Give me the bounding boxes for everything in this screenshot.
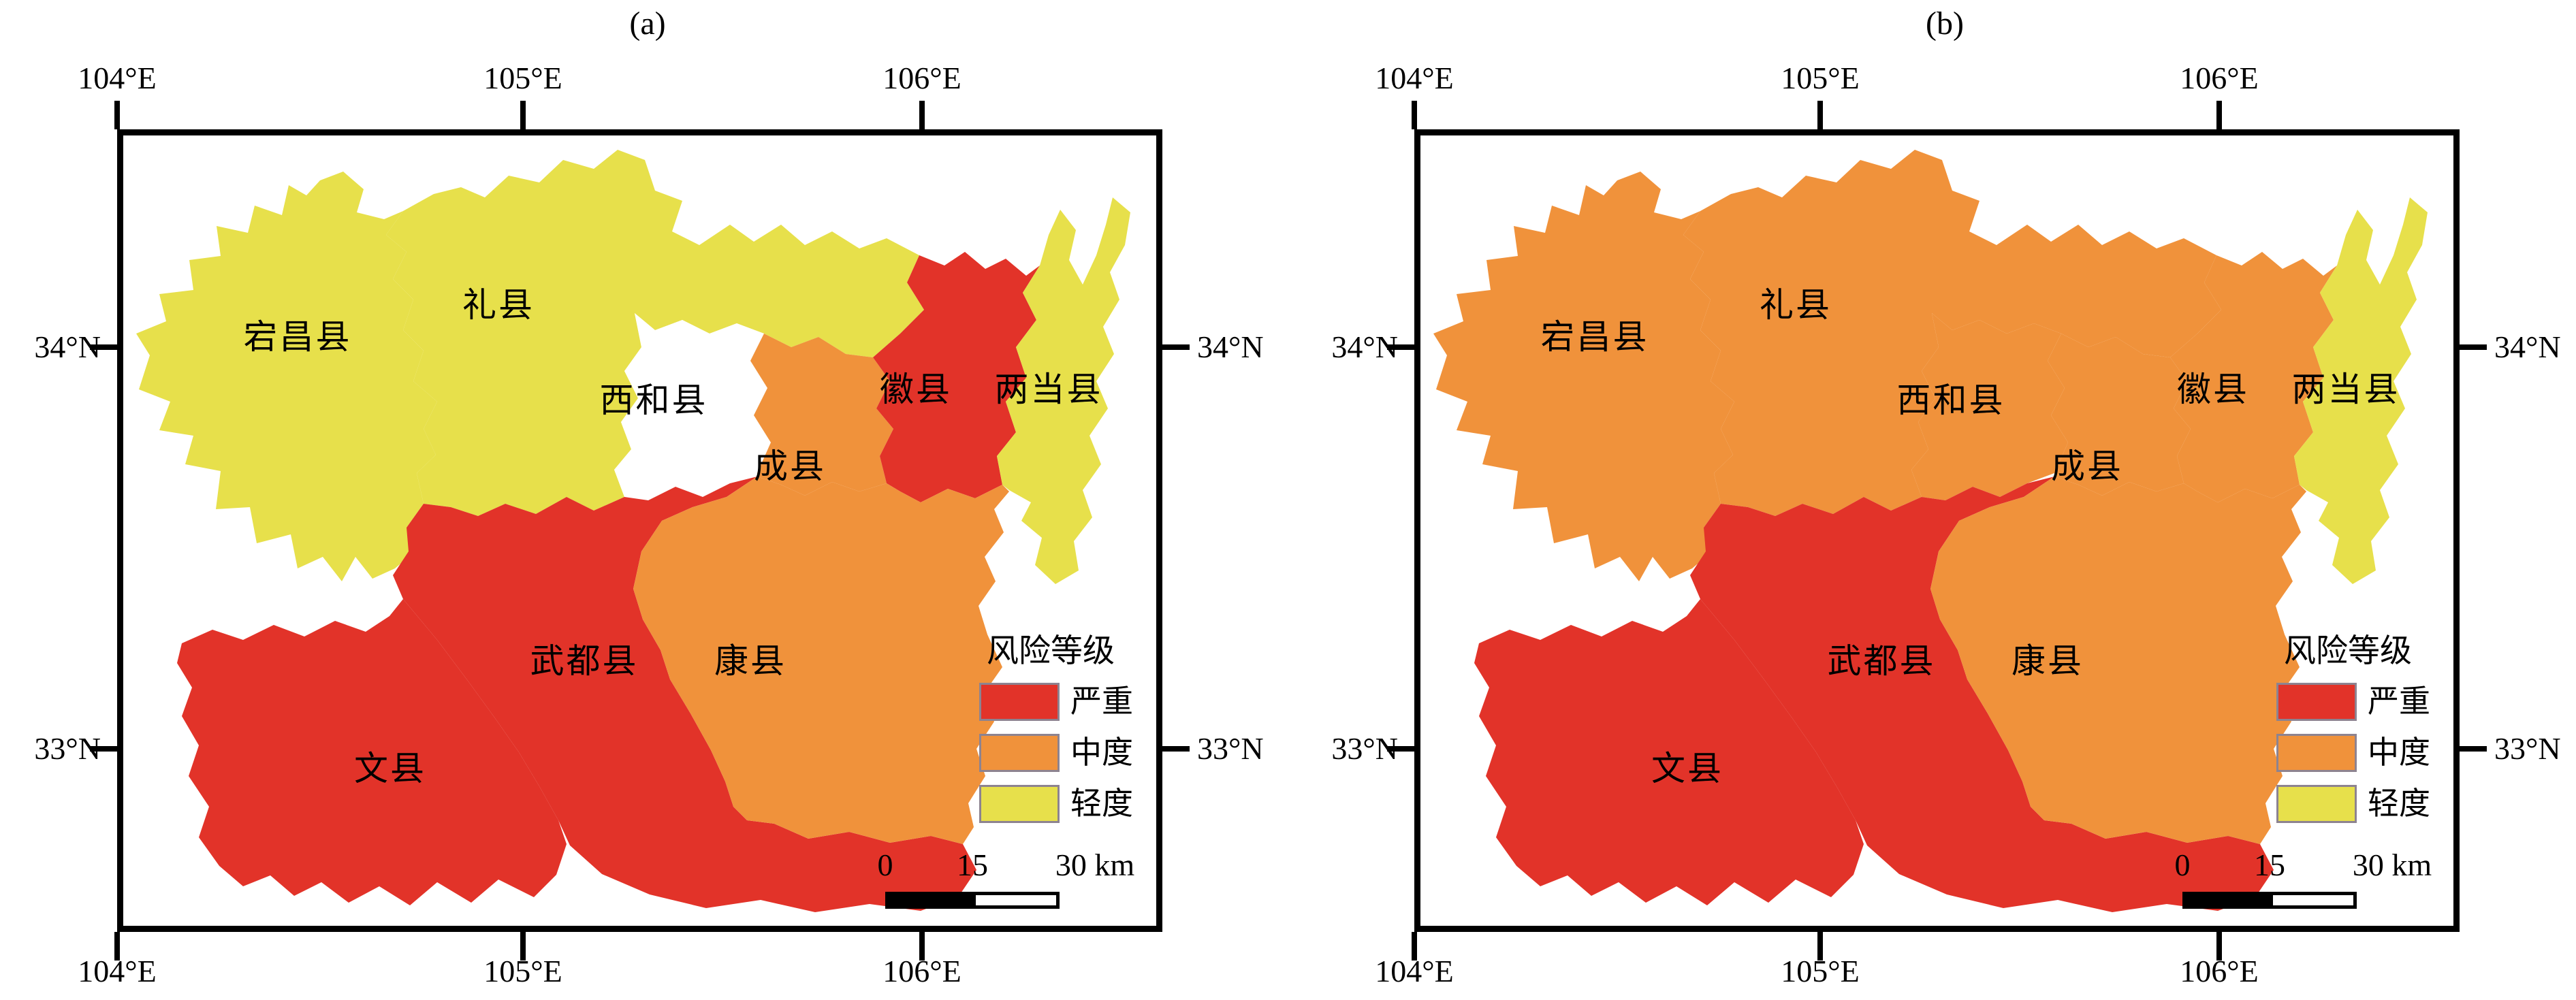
tick-top-105e [520, 101, 526, 129]
county-label-huixian: 徽县 [880, 370, 952, 408]
legend-label-light: 轻度 [2368, 786, 2430, 821]
tick-right-34n [2460, 344, 2487, 350]
choropleth-map: 宕昌县 礼县 西和县 徽县 两当县 成县 武都县 康县 文县 [1414, 129, 2460, 932]
axis-label-lat-right-34n: 34°N [2494, 329, 2561, 364]
legend-label-severe: 严重 [2368, 684, 2430, 719]
tick-bottom-106e [2216, 932, 2222, 961]
legend-swatch-light [979, 785, 1060, 823]
tick-left-34n [1387, 344, 1414, 350]
scalebar-segment-white [972, 892, 1060, 909]
panel-a-title: (a) [629, 5, 666, 42]
axis-label-lat-left-34n: 34°N [1331, 329, 1398, 364]
tick-bottom-104e [114, 932, 120, 961]
county-label-wudu: 武都县 [1828, 642, 1936, 680]
county-label-tanchang: 宕昌县 [1541, 318, 1649, 356]
axis-label-lon-top-106e: 106°E [882, 61, 961, 95]
panel-a: (a) 104°E 105°E 106°E 34°N 33°N 34°N 33°… [0, 0, 1279, 1000]
tick-top-106e [919, 101, 925, 129]
legend-swatch-severe [979, 683, 1060, 721]
map-frame [1414, 129, 2460, 932]
county-label-lixian: 礼县 [1760, 286, 1832, 324]
axis-label-lat-right-33n: 33°N [1197, 731, 1264, 766]
legend-swatch-moderate [2276, 734, 2357, 772]
axis-label-lat-left-33n: 33°N [1331, 731, 1398, 766]
tick-right-33n [2460, 746, 2487, 752]
panel-b-title: (b) [1926, 5, 1964, 42]
legend-label-moderate: 中度 [2368, 735, 2430, 770]
axis-label-lon-top-105e: 105°E [483, 61, 562, 95]
axis-label-lon-top-105e: 105°E [1781, 61, 1860, 95]
scalebar-label-15: 15 [957, 848, 988, 882]
tick-top-104e [114, 101, 120, 129]
scalebar-label-30km: 30 km [1055, 848, 1135, 882]
scalebar-label-0: 0 [877, 848, 893, 882]
county-label-wenxian: 文县 [354, 749, 426, 788]
county-label-wudu: 武都县 [530, 642, 639, 680]
tick-top-106e [2216, 101, 2222, 129]
county-label-xihe: 西和县 [1897, 381, 2005, 419]
tick-top-105e [1817, 101, 1823, 129]
legend-label-light: 轻度 [1070, 786, 1133, 821]
scalebar-segment-black [2182, 892, 2270, 909]
scalebar-label-15: 15 [2254, 848, 2285, 882]
tick-left-34n [90, 344, 117, 350]
legend-swatch-severe [2276, 683, 2357, 721]
map-frame [117, 129, 1162, 932]
axis-label-lon-top-104e: 104°E [1375, 61, 1454, 95]
legend-title: 风险等级 [987, 634, 1115, 669]
legend-label-severe: 严重 [1070, 684, 1133, 719]
axis-label-lat-left-33n: 33°N [34, 731, 101, 766]
scalebar-label-0: 0 [2174, 848, 2191, 882]
county-label-wenxian: 文县 [1651, 749, 1723, 788]
tick-top-104e [1412, 101, 1417, 129]
scalebar-segment-black [885, 892, 972, 909]
county-label-kangxian: 康县 [714, 642, 786, 680]
tick-bottom-105e [520, 932, 526, 961]
tick-bottom-104e [1412, 932, 1417, 961]
panel-b: (b) 104°E 105°E 106°E 34°N 33°N 34°N 33°… [1297, 0, 2576, 1000]
county-label-liangdang: 两当县 [2292, 370, 2400, 408]
tick-left-33n [1387, 746, 1414, 752]
axis-label-lon-top-106e: 106°E [2180, 61, 2259, 95]
choropleth-map: 宕昌县 礼县 西和县 徽县 两当县 成县 武都县 康县 文县 [117, 129, 1162, 932]
tick-bottom-106e [919, 932, 925, 961]
county-label-tanchang: 宕昌县 [244, 318, 352, 356]
county-label-liangdang: 两当县 [995, 370, 1103, 408]
scalebar-label-30km: 30 km [2352, 848, 2432, 882]
county-label-lixian: 礼县 [462, 286, 535, 324]
axis-label-lon-top-104e: 104°E [78, 61, 157, 95]
county-label-kangxian: 康县 [2011, 642, 2084, 680]
legend-title: 风险等级 [2284, 634, 2412, 669]
tick-right-34n [1162, 344, 1190, 350]
tick-right-33n [1162, 746, 1190, 752]
axis-label-lat-right-33n: 33°N [2494, 731, 2561, 766]
county-label-chengxian: 成县 [754, 447, 826, 485]
legend-swatch-light [2276, 785, 2357, 823]
axis-label-lat-left-34n: 34°N [34, 329, 101, 364]
tick-bottom-105e [1817, 932, 1823, 961]
county-label-huixian: 徽县 [2177, 370, 2249, 408]
county-label-xihe: 西和县 [600, 381, 708, 419]
tick-left-33n [90, 746, 117, 752]
legend-swatch-moderate [979, 734, 1060, 772]
scalebar-segment-white [2270, 892, 2357, 909]
county-label-chengxian: 成县 [2051, 447, 2123, 485]
axis-label-lat-right-34n: 34°N [1197, 329, 1264, 364]
legend-label-moderate: 中度 [1070, 735, 1133, 770]
